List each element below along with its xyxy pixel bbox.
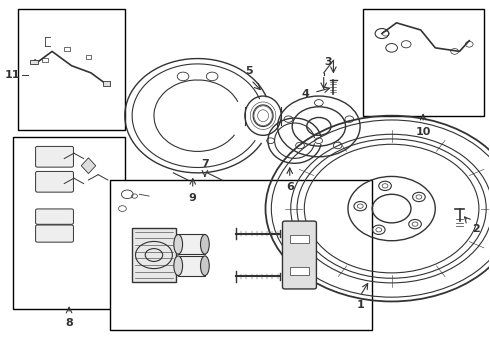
FancyBboxPatch shape	[36, 147, 74, 167]
Bar	[290, 267, 309, 275]
FancyBboxPatch shape	[282, 221, 317, 289]
Text: 7: 7	[201, 159, 209, 169]
Text: 8: 8	[65, 318, 73, 328]
Polygon shape	[81, 158, 96, 174]
Text: 1: 1	[356, 300, 364, 310]
Bar	[86, 55, 92, 59]
Text: 5: 5	[245, 66, 252, 76]
FancyBboxPatch shape	[36, 225, 74, 242]
Bar	[363, 9, 484, 116]
Bar	[30, 60, 38, 64]
Ellipse shape	[200, 234, 209, 254]
Text: 3: 3	[325, 58, 332, 67]
Text: 9: 9	[189, 193, 196, 203]
Text: 10: 10	[416, 127, 431, 137]
Text: 2: 2	[472, 224, 479, 234]
Text: 6: 6	[286, 182, 294, 192]
Ellipse shape	[174, 234, 183, 254]
Bar	[18, 9, 125, 130]
Text: 4: 4	[301, 89, 309, 99]
Bar	[178, 234, 205, 254]
FancyBboxPatch shape	[36, 171, 74, 192]
Bar	[178, 256, 205, 275]
Bar	[290, 235, 309, 243]
Bar	[110, 180, 372, 330]
Ellipse shape	[174, 256, 183, 275]
FancyBboxPatch shape	[36, 209, 74, 224]
Bar	[13, 137, 125, 309]
Ellipse shape	[200, 256, 209, 275]
Bar	[132, 228, 176, 282]
Bar	[64, 47, 70, 51]
Bar	[103, 81, 110, 86]
Bar	[42, 58, 48, 63]
Text: 11: 11	[5, 69, 21, 80]
